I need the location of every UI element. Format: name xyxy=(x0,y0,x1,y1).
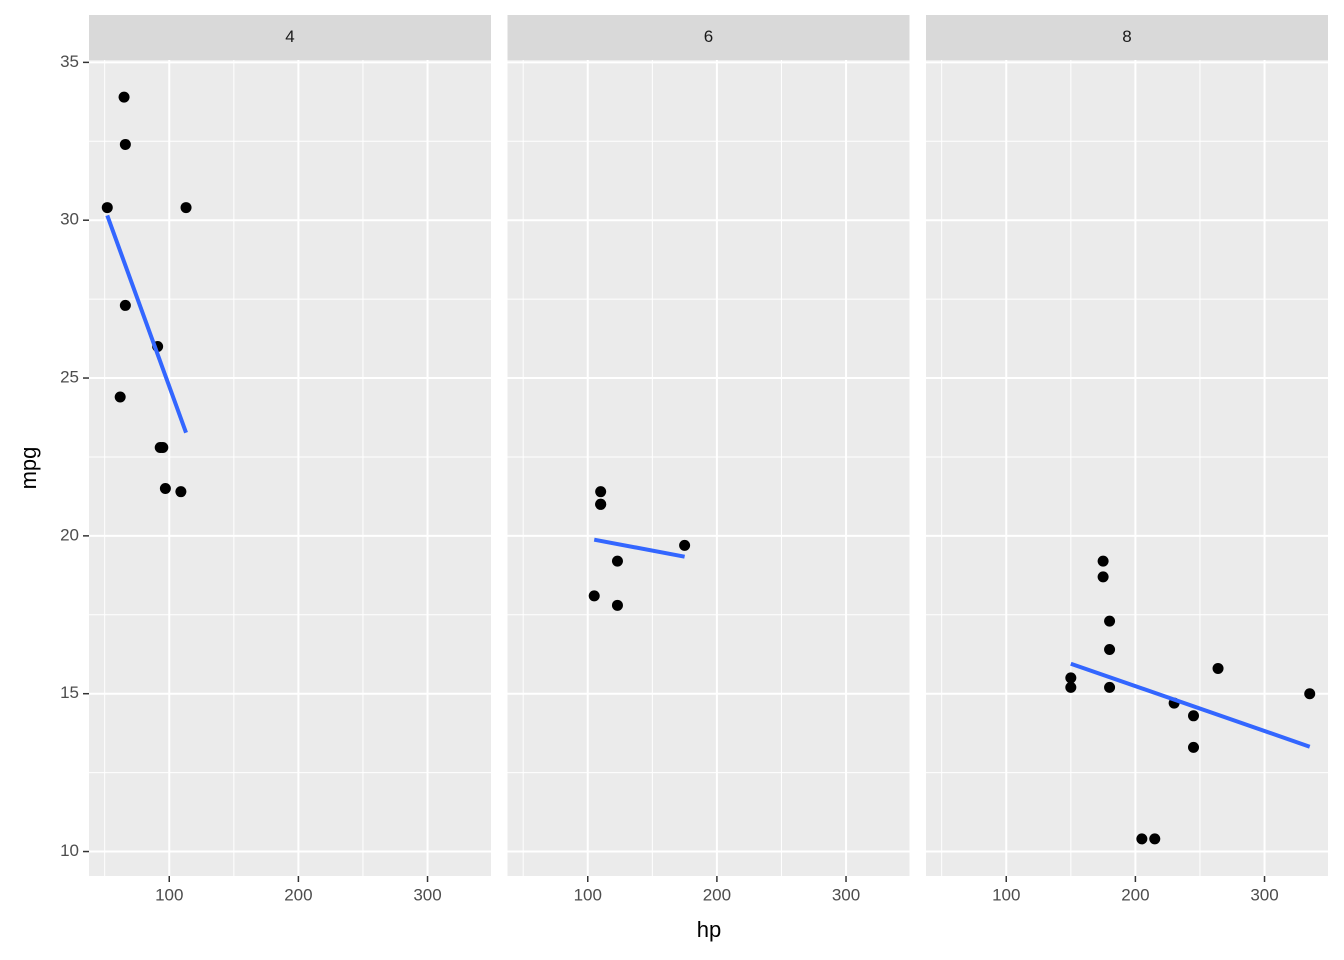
strip-label: 8 xyxy=(1122,27,1131,46)
y-tick-label: 30 xyxy=(60,210,79,229)
point xyxy=(101,202,113,214)
point xyxy=(119,138,131,150)
point xyxy=(1304,688,1316,700)
point xyxy=(1188,710,1200,722)
point xyxy=(1065,672,1077,684)
point xyxy=(1104,615,1116,627)
point xyxy=(611,555,623,567)
x-tick-label: 100 xyxy=(155,885,183,904)
point xyxy=(595,498,607,510)
point xyxy=(159,483,171,495)
point xyxy=(157,441,169,453)
y-tick-label: 20 xyxy=(60,525,79,544)
point xyxy=(1097,571,1109,583)
point xyxy=(119,299,131,311)
x-tick-label: 300 xyxy=(832,885,860,904)
fit-line xyxy=(1070,661,1311,749)
point xyxy=(1097,555,1109,567)
panel-background xyxy=(507,60,910,876)
fit-line xyxy=(593,537,685,559)
x-axis-title: hp xyxy=(697,917,721,942)
point xyxy=(1065,681,1077,693)
x-tick-label: 200 xyxy=(1121,885,1149,904)
point xyxy=(1188,741,1200,753)
panel-background xyxy=(89,60,491,876)
point xyxy=(1104,644,1116,656)
strip xyxy=(89,15,491,60)
point xyxy=(588,590,600,602)
point xyxy=(611,599,623,611)
strip xyxy=(926,15,1328,60)
point xyxy=(679,539,691,551)
x-tick-label: 200 xyxy=(284,885,312,904)
panel-background xyxy=(926,60,1328,876)
y-tick-label: 10 xyxy=(60,841,79,860)
y-tick-label: 35 xyxy=(60,52,79,71)
point xyxy=(175,486,187,498)
y-tick-label: 25 xyxy=(60,368,79,387)
fit-line xyxy=(105,214,188,434)
point xyxy=(118,91,130,103)
strip xyxy=(507,15,910,60)
x-tick-label: 100 xyxy=(992,885,1020,904)
point xyxy=(180,202,192,214)
x-tick-label: 100 xyxy=(574,885,602,904)
x-tick-label: 200 xyxy=(703,885,731,904)
y-axis-title: mpg xyxy=(16,447,41,490)
x-tick-label: 300 xyxy=(413,885,441,904)
strip-label: 4 xyxy=(285,27,294,46)
strip-label: 6 xyxy=(704,27,713,46)
x-tick-label: 300 xyxy=(1250,885,1278,904)
point xyxy=(114,391,126,403)
point xyxy=(1149,833,1161,845)
y-tick-label: 15 xyxy=(60,683,79,702)
point xyxy=(595,486,607,498)
point xyxy=(1212,662,1224,674)
point xyxy=(1136,833,1148,845)
point xyxy=(1104,681,1116,693)
